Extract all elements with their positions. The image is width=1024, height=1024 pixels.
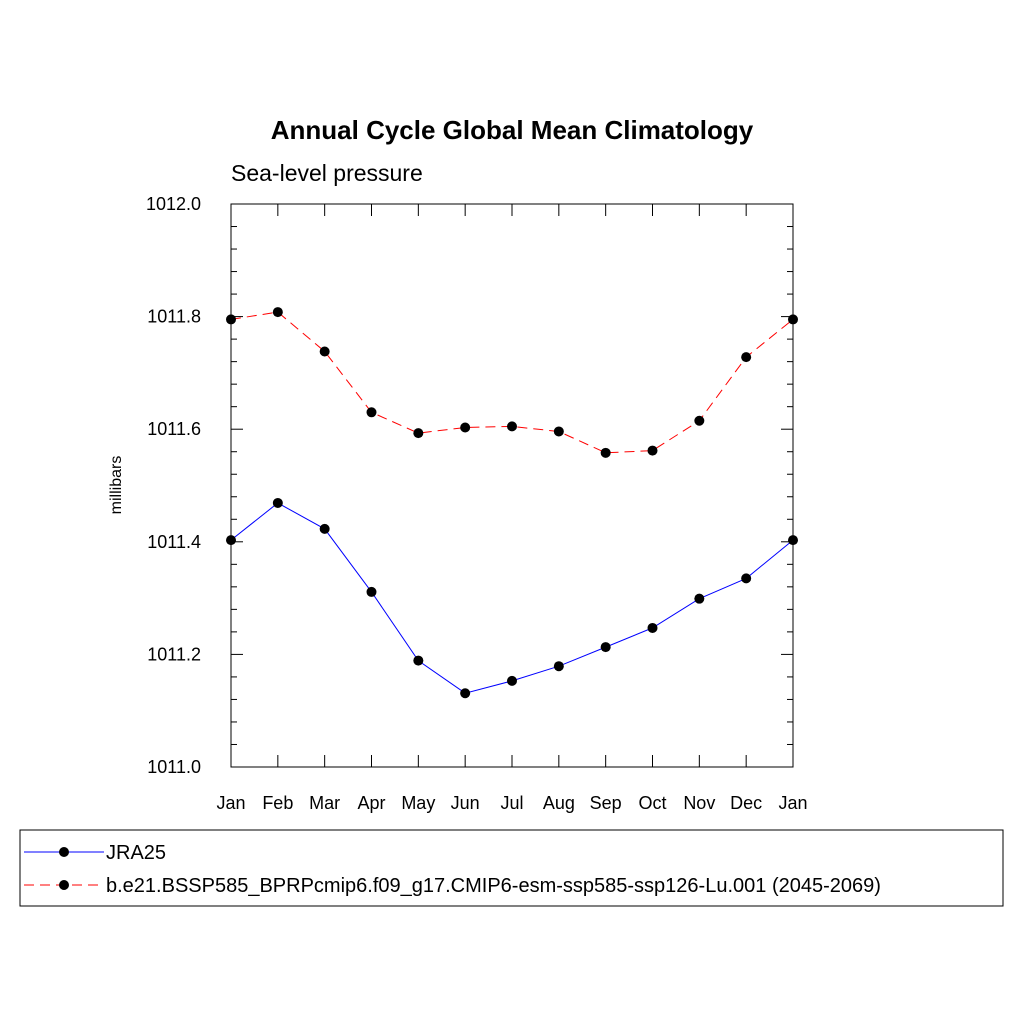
series-points [226,307,798,699]
x-tick-label: May [401,793,435,813]
series-lines [230,311,794,694]
data-point-series-1 [741,352,752,363]
x-tick-label: Feb [262,793,293,813]
y-tick-label: 1011.2 [147,644,201,664]
data-point-series-0 [600,642,611,653]
series-line-1 [230,311,794,454]
x-tick-label: Jan [778,793,807,813]
x-tick-label: Jun [451,793,480,813]
plot-area-frame [230,203,794,768]
data-point-series-0 [553,661,564,672]
chart-subtitle: Sea-level pressure [231,160,423,186]
legend-marker-jra25 [59,847,69,857]
y-tick-label: 1012.0 [146,194,201,214]
data-point-series-1 [366,407,377,418]
data-point-series-1 [413,428,424,439]
x-tick-labels: Jan Feb Mar Apr May Jun Jul Aug Sep Oct Nov Dec Jan [216,793,807,813]
x-tick-label: Sep [590,793,622,813]
data-point-series-1 [600,447,611,458]
legend-label-jra25: JRA25 [106,842,166,864]
x-tick-label: Mar [309,793,340,813]
y-tick-label: 1011.8 [147,307,201,327]
data-point-series-0 [319,523,330,534]
x-tick-label: Oct [638,793,666,813]
x-tick-label: Aug [543,793,575,813]
data-point-series-1 [460,422,471,433]
legend-marker-model [59,880,69,890]
data-point-series-1 [272,307,283,318]
data-point-series-1 [553,426,564,437]
x-tick-label: Nov [683,793,715,813]
x-tick-label: Dec [730,793,762,813]
data-point-series-1 [694,415,705,426]
data-point-series-0 [413,655,424,666]
data-point-series-0 [272,497,283,508]
data-point-series-1 [507,421,517,432]
x-tick-label: Jan [216,793,245,813]
data-point-series-0 [366,586,377,597]
data-point-series-1 [647,445,658,456]
x-tick-label: Apr [357,793,385,813]
legend-label-model: b.e21.BSSP585_BPRPcmip6.f09_g17.CMIP6-es… [106,875,881,897]
x-tick-label: Jul [500,793,523,813]
data-point-series-0 [647,622,658,633]
legend: JRA25 b.e21.BSSP585_BPRPcmip6.f09_g17.CM… [19,829,1004,907]
chart-title: Annual Cycle Global Mean Climatology [271,115,754,145]
legend-box [19,829,1004,907]
data-point-series-0 [741,573,752,584]
data-point-series-0 [694,593,705,604]
y-tick-label: 1011.0 [147,757,201,777]
y-tick-label: 1011.6 [147,419,201,439]
series-line-0 [230,502,794,694]
data-point-series-0 [460,688,471,699]
y-tick-labels: 1011.0 1011.2 1011.4 1011.6 1011.8 1012.0 [146,194,201,777]
y-tick-label: 1011.4 [147,532,201,552]
y-axis-label: millibars [108,456,125,515]
data-point-series-1 [319,346,330,357]
data-point-series-0 [507,675,517,686]
